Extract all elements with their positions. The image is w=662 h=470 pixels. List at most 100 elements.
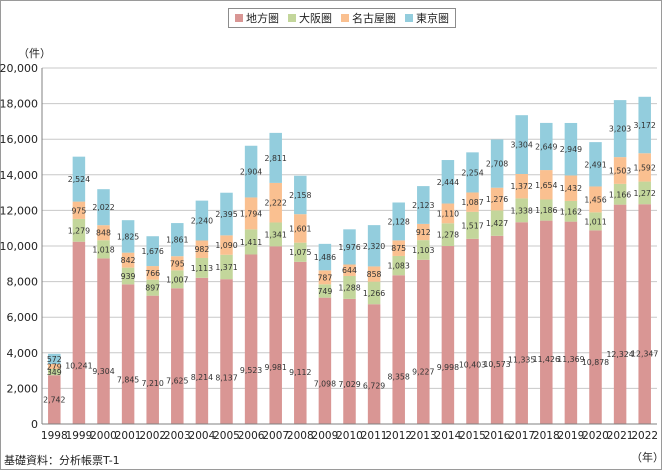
data-label: 9,227 bbox=[412, 367, 434, 376]
bar-segment bbox=[195, 200, 209, 241]
bar-segment bbox=[171, 288, 184, 424]
bar-segment bbox=[220, 235, 233, 255]
legend-swatch-0 bbox=[235, 14, 243, 22]
bar-segment bbox=[97, 189, 110, 226]
data-label: 2,320 bbox=[363, 242, 385, 251]
data-label: 1,371 bbox=[215, 263, 237, 272]
x-tick-label: 2007 bbox=[262, 430, 289, 442]
data-label: 1,372 bbox=[511, 182, 533, 191]
x-tick-label: 2014 bbox=[435, 430, 462, 442]
data-label: 644 bbox=[342, 266, 357, 275]
data-label: 2,222 bbox=[265, 199, 287, 208]
bar-segment bbox=[244, 229, 258, 255]
bar-segment bbox=[367, 281, 381, 305]
x-tick-label: 2005 bbox=[213, 430, 240, 442]
x-tick-label: 2003 bbox=[164, 430, 191, 442]
legend-swatch-2 bbox=[341, 14, 349, 22]
data-label: 8,137 bbox=[215, 374, 237, 383]
data-label: 11,369 bbox=[557, 355, 584, 364]
x-tick-label: 2016 bbox=[484, 430, 511, 442]
data-label: 11,426 bbox=[533, 355, 560, 364]
bar-segment bbox=[195, 240, 209, 258]
data-label: 2,524 bbox=[68, 175, 90, 184]
data-label: 848 bbox=[96, 229, 111, 238]
legend-item-1: 大阪圏 bbox=[288, 10, 332, 26]
bar-segment bbox=[146, 279, 159, 296]
data-label: 1,276 bbox=[486, 195, 508, 204]
y-tick-label: 6,000 bbox=[7, 311, 39, 324]
bar-segment bbox=[343, 229, 356, 265]
bar-segment bbox=[171, 223, 184, 257]
bar-segment bbox=[97, 225, 110, 241]
data-label: 795 bbox=[170, 259, 185, 268]
data-label: 1,503 bbox=[609, 167, 631, 176]
data-label: 787 bbox=[317, 273, 332, 282]
data-label: 1,075 bbox=[289, 248, 311, 257]
bar-segment bbox=[244, 197, 258, 230]
bar-segment bbox=[638, 204, 651, 424]
data-label: 2,128 bbox=[388, 217, 410, 226]
data-label: 11,335 bbox=[508, 355, 535, 364]
data-label: 9,304 bbox=[92, 367, 114, 376]
data-label: 1,272 bbox=[634, 189, 656, 198]
bar-segment bbox=[515, 173, 528, 199]
data-label: 7,098 bbox=[314, 380, 336, 389]
data-label: 1,427 bbox=[486, 219, 508, 228]
data-label: 842 bbox=[121, 256, 136, 265]
bar-segment bbox=[318, 243, 332, 271]
data-label: 10,573 bbox=[483, 360, 510, 369]
data-label: 2,254 bbox=[461, 168, 483, 177]
data-label: 897 bbox=[145, 284, 160, 293]
bar-segment bbox=[343, 264, 356, 276]
bar-segment bbox=[441, 203, 455, 224]
data-label: 1,090 bbox=[215, 241, 237, 250]
data-label: 1,087 bbox=[461, 198, 483, 207]
y-tick-label: 18,000 bbox=[0, 98, 38, 111]
data-label: 10,241 bbox=[65, 362, 92, 371]
bar-segment bbox=[441, 246, 455, 424]
x-tick-label: 1998 bbox=[41, 430, 68, 442]
bar-segment bbox=[195, 257, 209, 278]
bar-segment bbox=[121, 220, 135, 253]
data-label: 9,998 bbox=[437, 363, 459, 372]
bar-segment bbox=[613, 183, 627, 205]
x-tick-label: 2006 bbox=[238, 430, 265, 442]
bar-segment bbox=[220, 192, 233, 236]
data-label: 2,022 bbox=[92, 203, 114, 212]
x-tick-label: 2020 bbox=[582, 430, 609, 442]
data-label: 1,113 bbox=[191, 264, 213, 273]
data-label: 9,981 bbox=[265, 363, 287, 372]
legend-label-2: 名古屋圏 bbox=[352, 12, 396, 25]
axes: 0 2,000 4,000 6,000 8,000 10,000 12,000 14,000 1… bbox=[0, 62, 658, 442]
bar-segment bbox=[195, 277, 209, 424]
x-tick-label: 2009 bbox=[312, 430, 339, 442]
legend-swatch-1 bbox=[288, 14, 296, 22]
bar-segment bbox=[72, 156, 86, 202]
bar-segment bbox=[121, 267, 135, 285]
bar-segment bbox=[564, 175, 578, 201]
bar-segment bbox=[417, 240, 430, 260]
bar-segment bbox=[343, 298, 356, 424]
x-tick-label: 2011 bbox=[361, 430, 388, 442]
data-label: 7,210 bbox=[142, 379, 164, 388]
bar-segment bbox=[244, 254, 258, 424]
bar-segment bbox=[269, 132, 282, 183]
bar-segment bbox=[564, 221, 578, 424]
bar-segment bbox=[72, 201, 86, 219]
data-label: 1,456 bbox=[584, 195, 606, 204]
x-tick-label: 2008 bbox=[287, 430, 314, 442]
bar-segment bbox=[466, 211, 479, 239]
data-label: 2,123 bbox=[412, 201, 434, 210]
bar-segment bbox=[515, 115, 528, 174]
x-tick-label: 2017 bbox=[508, 430, 535, 442]
legend-label-0: 地方圏 bbox=[246, 12, 279, 25]
bar-segment bbox=[171, 270, 184, 289]
bar-segment bbox=[540, 170, 553, 200]
data-label: 12,324 bbox=[606, 350, 633, 359]
data-label: 749 bbox=[317, 287, 332, 296]
bar-segment bbox=[466, 192, 479, 212]
data-label: 912 bbox=[416, 228, 431, 237]
data-label: 1,110 bbox=[437, 209, 459, 218]
bar-segment bbox=[638, 181, 651, 205]
data-label: 8,214 bbox=[191, 373, 213, 382]
